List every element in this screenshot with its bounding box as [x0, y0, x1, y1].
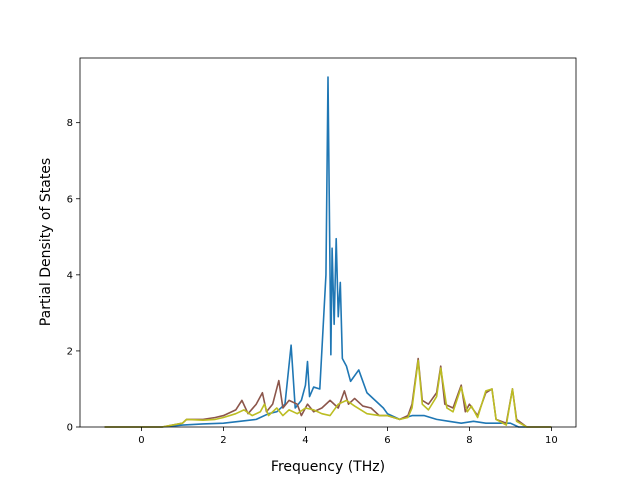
series-line-2 [104, 357, 552, 428]
y-tick-label: 0 [67, 423, 73, 434]
x-tick-label: 0 [138, 435, 144, 446]
x-axis-ticks: 0 2 4 6 8 10 [138, 427, 558, 446]
y-tick-label: 4 [67, 270, 73, 281]
x-tick-label: 8 [466, 435, 472, 446]
series-line-1 [104, 76, 552, 428]
x-tick-label: 6 [384, 435, 390, 446]
x-tick-label: 4 [302, 435, 308, 446]
series-line-3 [104, 359, 552, 428]
y-axis-ticks: 0 2 4 6 8 [67, 118, 80, 434]
y-axis-title: Partial Density of States [38, 158, 54, 326]
y-tick-label: 2 [67, 346, 73, 357]
x-tick-label: 10 [545, 435, 558, 446]
x-tick-label: 2 [220, 435, 226, 446]
series-layer [104, 76, 552, 428]
y-tick-label: 6 [67, 194, 73, 205]
plot-frame [79, 57, 577, 428]
x-axis-title: Frequency (THz) [271, 459, 385, 475]
y-tick-label: 8 [67, 118, 73, 129]
